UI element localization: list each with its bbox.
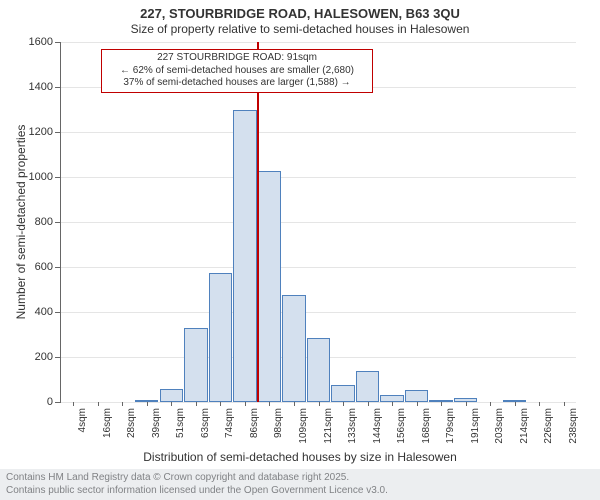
gridline <box>61 312 576 313</box>
x-tick-label: 39sqm <box>151 408 162 438</box>
x-tick <box>73 402 74 406</box>
x-tick <box>515 402 516 406</box>
histogram-bar <box>405 390 428 402</box>
histogram-bar <box>209 273 232 402</box>
y-tick-label: 1400 <box>29 81 61 93</box>
x-tick-label: 238sqm <box>568 408 579 444</box>
chart-container: { "title": { "line1": "227, STOURBRIDGE … <box>0 0 600 500</box>
x-tick-label: 98sqm <box>273 408 284 438</box>
attribution-line-2: Contains public sector information licen… <box>6 485 594 498</box>
histogram-bar <box>258 171 281 402</box>
x-tick-label: 168sqm <box>421 408 432 444</box>
x-tick-label: 226sqm <box>543 408 554 444</box>
annotation-line-3: 37% of semi-detached houses are larger (… <box>106 77 368 90</box>
x-tick <box>245 402 246 406</box>
x-tick-label: 86sqm <box>249 408 260 438</box>
x-tick-label: 133sqm <box>347 408 358 444</box>
x-tick <box>319 402 320 406</box>
y-axis-label: Number of semi-detached properties <box>14 42 28 402</box>
x-tick <box>343 402 344 406</box>
annotation-line-2: ← 62% of semi-detached houses are smalle… <box>106 65 368 78</box>
x-axis-label: Distribution of semi-detached houses by … <box>0 450 600 464</box>
x-tick-label: 191sqm <box>470 408 481 444</box>
attribution-footer: Contains HM Land Registry data © Crown c… <box>0 469 600 500</box>
x-tick <box>122 402 123 406</box>
gridline <box>61 177 576 178</box>
histogram-bar <box>233 110 256 403</box>
histogram-bar <box>307 338 330 402</box>
attribution-line-1: Contains HM Land Registry data © Crown c… <box>6 472 594 485</box>
x-tick-label: 51sqm <box>175 408 186 438</box>
gridline <box>61 222 576 223</box>
x-tick-label: 4sqm <box>77 408 88 432</box>
x-tick <box>490 402 491 406</box>
y-tick-label: 1000 <box>29 171 61 183</box>
annotation-line-1: 227 STOURBRIDGE ROAD: 91sqm <box>106 52 368 65</box>
x-tick <box>196 402 197 406</box>
x-tick-label: 28sqm <box>126 408 137 438</box>
histogram-bar <box>356 371 379 403</box>
gridline <box>61 132 576 133</box>
x-tick-label: 156sqm <box>396 408 407 444</box>
x-tick <box>466 402 467 406</box>
histogram-bar <box>380 395 403 402</box>
y-tick-label: 400 <box>35 306 61 318</box>
x-tick-label: 16sqm <box>102 408 113 438</box>
x-tick <box>147 402 148 406</box>
y-tick-label: 600 <box>35 261 61 273</box>
gridline <box>61 267 576 268</box>
x-tick-label: 203sqm <box>494 408 505 444</box>
y-tick-label: 1200 <box>29 126 61 138</box>
x-tick-label: 109sqm <box>298 408 309 444</box>
x-tick <box>220 402 221 406</box>
x-tick-label: 74sqm <box>224 408 235 438</box>
x-tick-label: 121sqm <box>323 408 334 444</box>
plot-area: 4sqm16sqm28sqm39sqm51sqm63sqm74sqm86sqm9… <box>60 42 576 403</box>
y-tick-label: 1600 <box>29 36 61 48</box>
chart-title: 227, STOURBRIDGE ROAD, HALESOWEN, B63 3Q… <box>0 6 600 21</box>
x-tick <box>539 402 540 406</box>
x-tick-label: 214sqm <box>519 408 530 444</box>
x-tick <box>171 402 172 406</box>
x-tick <box>392 402 393 406</box>
annotation-box: 227 STOURBRIDGE ROAD: 91sqm ← 62% of sem… <box>101 49 373 93</box>
y-tick-label: 200 <box>35 351 61 363</box>
x-tick <box>417 402 418 406</box>
x-tick <box>441 402 442 406</box>
y-tick-label: 800 <box>35 216 61 228</box>
reference-line <box>257 42 259 402</box>
histogram-bar <box>184 328 207 402</box>
x-tick-label: 179sqm <box>445 408 456 444</box>
x-tick <box>564 402 565 406</box>
x-tick-label: 63sqm <box>200 408 211 438</box>
y-tick-label: 0 <box>47 396 61 408</box>
x-tick <box>98 402 99 406</box>
histogram-bar <box>331 385 354 402</box>
gridline <box>61 42 576 43</box>
histogram-bar <box>282 295 305 402</box>
x-tick <box>269 402 270 406</box>
x-tick <box>368 402 369 406</box>
histogram-bar <box>160 389 183 403</box>
x-tick <box>294 402 295 406</box>
x-tick-label: 144sqm <box>372 408 383 444</box>
chart-subtitle: Size of property relative to semi-detach… <box>0 22 600 36</box>
